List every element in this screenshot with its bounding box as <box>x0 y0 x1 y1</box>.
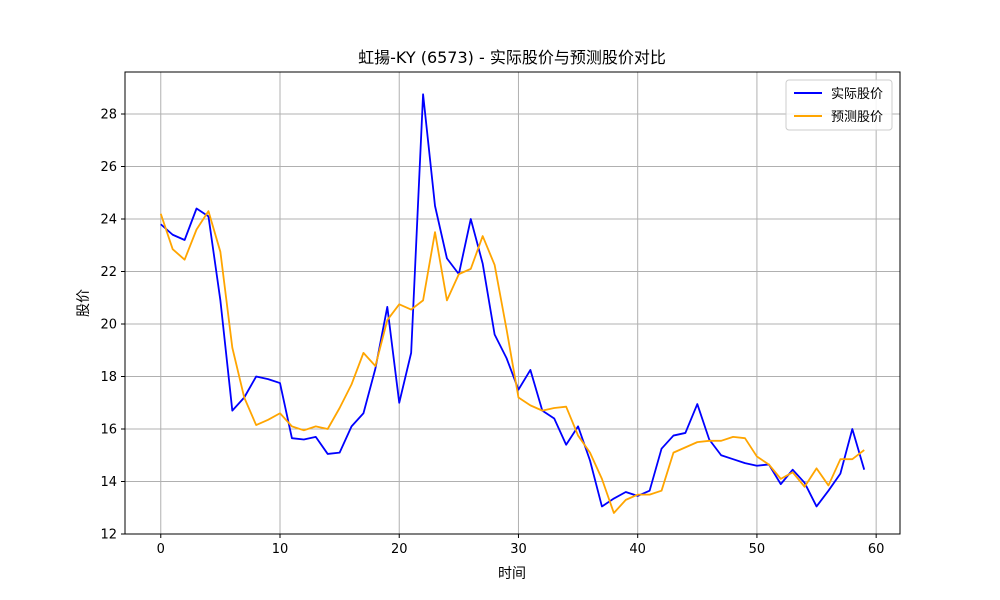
y-tick-label: 18 <box>100 370 117 385</box>
x-axis-label: 时间 <box>498 566 526 582</box>
x-axis: 0 10 20 30 40 50 60 <box>157 534 885 557</box>
series-line-predicted <box>159 210 865 514</box>
y-axis: 12 14 16 18 20 22 24 26 28 <box>100 108 125 543</box>
y-tick-label: 14 <box>100 475 117 490</box>
plot-area-frame <box>124 71 901 535</box>
legend: 实际股价 预测股价 <box>785 79 893 131</box>
legend-label-actual: 实际股价 <box>831 87 883 102</box>
grid <box>125 72 900 535</box>
legend-label-predicted: 预测股价 <box>831 110 883 125</box>
y-tick-label: 20 <box>100 318 117 333</box>
x-tick-label: 20 <box>391 542 408 557</box>
x-tick-label: 10 <box>272 542 289 557</box>
y-tick-label: 28 <box>100 108 117 123</box>
y-tick-label: 22 <box>100 265 117 280</box>
y-tick-label: 26 <box>100 160 117 175</box>
series-lines <box>159 93 866 514</box>
x-tick-label: 30 <box>510 542 527 557</box>
y-axis-label: 股价 <box>76 289 92 317</box>
y-tick-label: 16 <box>100 423 117 438</box>
series-line-actual <box>160 93 866 508</box>
x-tick-label: 60 <box>868 542 885 557</box>
x-tick-label: 0 <box>157 542 165 557</box>
y-tick-label: 24 <box>100 213 117 228</box>
y-tick-label: 12 <box>100 528 117 543</box>
chart-title: 虹揚-KY (6573) - 实际股价与预测股价对比 <box>358 48 666 67</box>
x-tick-label: 40 <box>629 542 646 557</box>
x-tick-label: 50 <box>749 542 766 557</box>
